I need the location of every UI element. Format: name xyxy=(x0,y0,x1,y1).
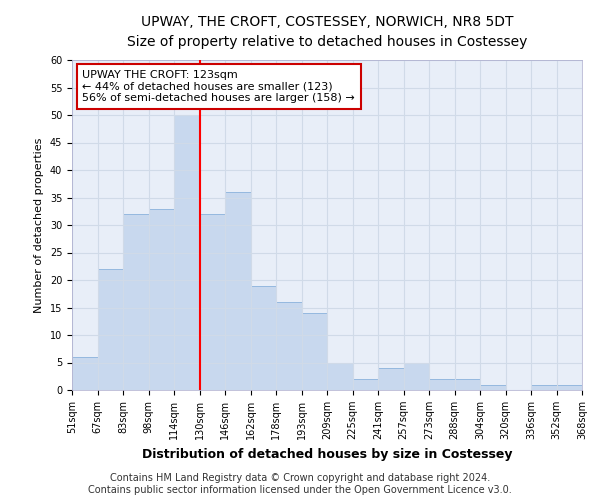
Bar xyxy=(327,362,353,390)
Bar xyxy=(429,379,455,390)
Bar xyxy=(123,214,149,390)
Bar xyxy=(557,384,582,390)
Bar xyxy=(302,313,327,390)
Bar xyxy=(531,384,557,390)
Bar xyxy=(149,208,174,390)
Bar xyxy=(97,269,123,390)
Bar xyxy=(353,379,378,390)
Bar xyxy=(480,384,505,390)
Text: UPWAY THE CROFT: 123sqm
← 44% of detached houses are smaller (123)
56% of semi-d: UPWAY THE CROFT: 123sqm ← 44% of detache… xyxy=(82,70,355,103)
Bar xyxy=(225,192,251,390)
Bar xyxy=(251,286,276,390)
Bar xyxy=(276,302,302,390)
Bar xyxy=(378,368,404,390)
Text: Contains HM Land Registry data © Crown copyright and database right 2024.
Contai: Contains HM Land Registry data © Crown c… xyxy=(88,474,512,495)
Y-axis label: Number of detached properties: Number of detached properties xyxy=(34,138,44,312)
Bar xyxy=(404,362,429,390)
Bar xyxy=(174,115,199,390)
Title: UPWAY, THE CROFT, COSTESSEY, NORWICH, NR8 5DT
Size of property relative to detac: UPWAY, THE CROFT, COSTESSEY, NORWICH, NR… xyxy=(127,14,527,49)
Bar xyxy=(199,214,225,390)
Bar xyxy=(72,357,97,390)
X-axis label: Distribution of detached houses by size in Costessey: Distribution of detached houses by size … xyxy=(142,448,512,460)
Bar xyxy=(455,379,480,390)
